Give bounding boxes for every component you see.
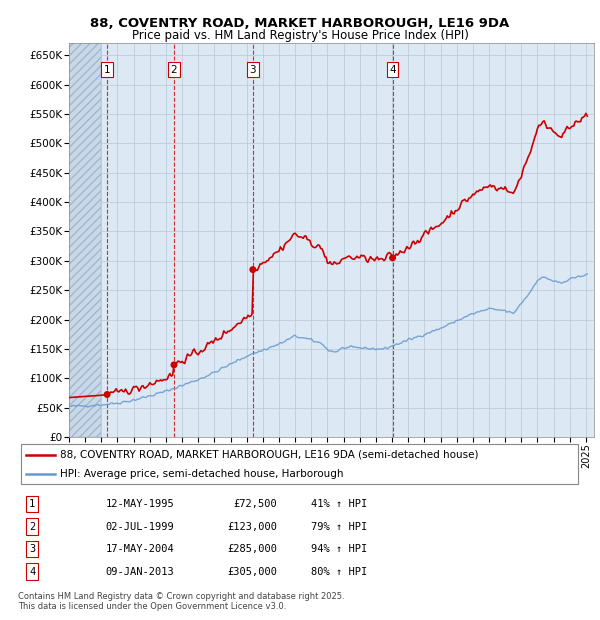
Text: £285,000: £285,000 bbox=[227, 544, 277, 554]
Text: 4: 4 bbox=[389, 65, 396, 75]
Text: £72,500: £72,500 bbox=[233, 499, 277, 509]
Text: 12-MAY-1995: 12-MAY-1995 bbox=[106, 499, 174, 509]
Point bbox=[248, 265, 257, 275]
Point bbox=[169, 360, 179, 370]
FancyBboxPatch shape bbox=[21, 445, 578, 484]
Text: £305,000: £305,000 bbox=[227, 567, 277, 577]
Text: Contains HM Land Registry data © Crown copyright and database right 2025.: Contains HM Land Registry data © Crown c… bbox=[18, 592, 344, 601]
Text: 79% ↑ HPI: 79% ↑ HPI bbox=[311, 521, 368, 531]
Point bbox=[103, 389, 112, 399]
Text: 1: 1 bbox=[104, 65, 110, 75]
Text: 1: 1 bbox=[29, 499, 35, 509]
Point bbox=[388, 253, 397, 263]
Text: 88, COVENTRY ROAD, MARKET HARBOROUGH, LE16 9DA: 88, COVENTRY ROAD, MARKET HARBOROUGH, LE… bbox=[91, 17, 509, 30]
Bar bbox=[69, 43, 101, 437]
Text: 88, COVENTRY ROAD, MARKET HARBOROUGH, LE16 9DA (semi-detached house): 88, COVENTRY ROAD, MARKET HARBOROUGH, LE… bbox=[60, 450, 479, 459]
Text: 41% ↑ HPI: 41% ↑ HPI bbox=[311, 499, 368, 509]
Text: 94% ↑ HPI: 94% ↑ HPI bbox=[311, 544, 368, 554]
Text: £123,000: £123,000 bbox=[227, 521, 277, 531]
Text: Price paid vs. HM Land Registry's House Price Index (HPI): Price paid vs. HM Land Registry's House … bbox=[131, 29, 469, 42]
Text: 3: 3 bbox=[29, 544, 35, 554]
Text: 02-JUL-1999: 02-JUL-1999 bbox=[106, 521, 174, 531]
Text: 09-JAN-2013: 09-JAN-2013 bbox=[106, 567, 174, 577]
Text: HPI: Average price, semi-detached house, Harborough: HPI: Average price, semi-detached house,… bbox=[60, 469, 344, 479]
Text: 2: 2 bbox=[29, 521, 35, 531]
Text: 3: 3 bbox=[250, 65, 256, 75]
Text: 80% ↑ HPI: 80% ↑ HPI bbox=[311, 567, 368, 577]
Text: 4: 4 bbox=[29, 567, 35, 577]
Bar bbox=[69, 43, 101, 437]
Text: This data is licensed under the Open Government Licence v3.0.: This data is licensed under the Open Gov… bbox=[18, 602, 286, 611]
Text: 17-MAY-2004: 17-MAY-2004 bbox=[106, 544, 174, 554]
Text: 2: 2 bbox=[170, 65, 178, 75]
